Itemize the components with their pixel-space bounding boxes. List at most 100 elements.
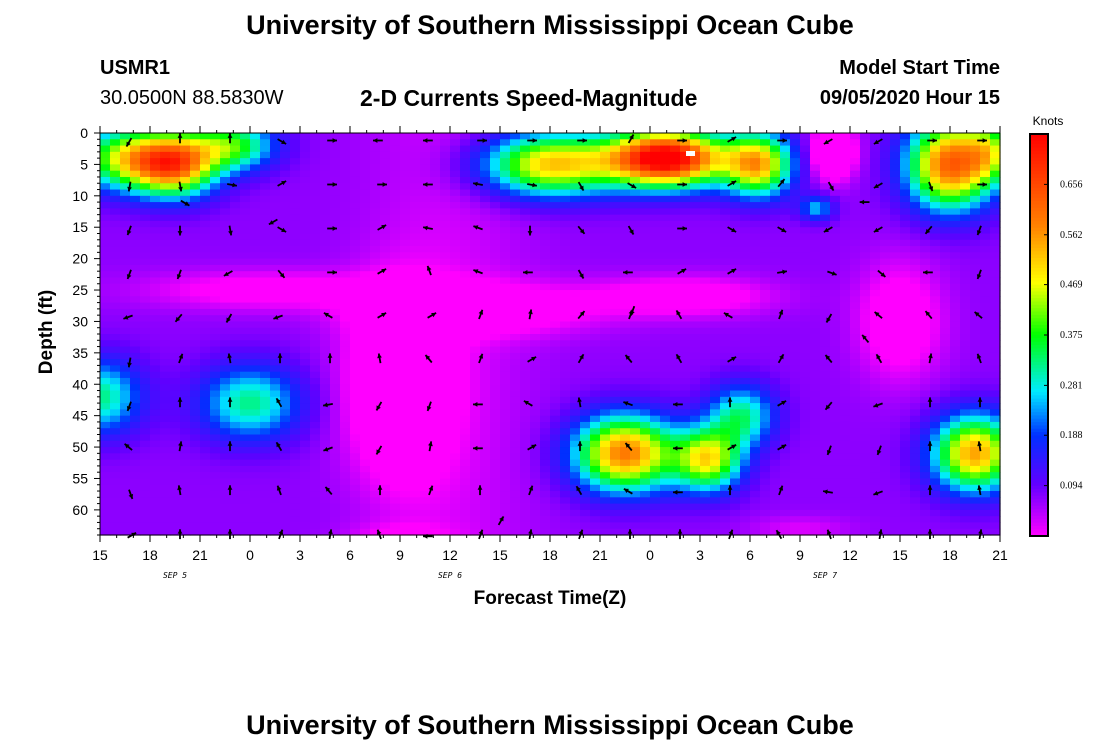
heatmap-cell [640,170,651,178]
heatmap-cell [530,189,541,197]
heatmap-cell [530,315,541,323]
heatmap-cell [600,290,611,297]
heatmap-cell [180,340,191,348]
heatmap-cell [170,227,181,235]
heatmap-cell [210,465,221,473]
heatmap-cell [580,491,591,498]
heatmap-cell [240,522,251,530]
heatmap-cell [340,283,351,291]
heatmap-cell [790,516,801,524]
heatmap-cell [680,133,691,140]
heatmap-cell [370,145,381,153]
heatmap-cell [190,258,201,266]
heatmap-cell [630,340,641,348]
heatmap-cell [870,428,881,436]
heatmap-cell [100,497,111,505]
heatmap-cell [220,503,231,511]
heatmap-cell [280,528,291,536]
heatmap-cell [400,202,411,209]
heatmap-cell [660,151,671,159]
heatmap-cell [340,258,351,266]
heatmap-cell [670,139,681,147]
heatmap-cell [300,277,311,285]
heatmap-cell [540,227,551,235]
heatmap-cell [130,145,141,153]
heatmap-cell [460,421,471,429]
heatmap-cell [740,459,751,467]
heatmap-cell [430,384,441,392]
heatmap-cell [270,239,281,247]
heatmap-cell [130,283,141,291]
heatmap-cell [610,484,621,492]
heatmap-cell [770,220,781,228]
heatmap-cell [200,133,211,140]
heatmap-cell [310,478,321,486]
heatmap-cell [370,409,381,417]
heatmap-cell [650,258,661,266]
heatmap-cell [350,290,361,297]
heatmap-cell [360,283,371,291]
heatmap-cell [730,302,741,310]
heatmap-cell [680,522,691,530]
heatmap-cell [220,371,231,379]
heatmap-cell [860,315,871,323]
heatmap-cell [600,246,611,253]
heatmap-cell [810,509,821,517]
heatmap-cell [670,478,681,486]
heatmap-cell [210,503,221,511]
heatmap-cell [170,365,181,373]
heatmap-cell [310,258,321,266]
heatmap-cell [600,296,611,304]
heatmap-cell [610,264,621,272]
heatmap-cell [740,334,751,341]
heatmap-cell [350,302,361,310]
heatmap-cell [390,227,401,235]
heatmap-cell [170,409,181,417]
heatmap-cell [380,421,391,429]
heatmap-cell [310,145,321,153]
heatmap-cell [640,176,651,184]
heatmap-cell [420,239,431,247]
heatmap-cell [630,465,641,473]
heatmap-cell [230,302,241,310]
heatmap-cell [100,283,111,291]
heatmap-cell [320,290,331,297]
heatmap-cell [690,283,701,291]
heatmap-cell [570,440,581,448]
heatmap-cell [170,189,181,197]
heatmap-cell [130,465,141,473]
heatmap-cell [780,176,791,184]
heatmap-cell [840,195,851,203]
heatmap-cell [480,327,491,335]
heatmap-cell [650,183,661,191]
heatmap-cell [850,189,861,197]
heatmap-cell [390,145,401,153]
heatmap-cell [600,195,611,203]
heatmap-cell [160,465,171,473]
heatmap-cell [210,497,221,505]
heatmap-cell [560,321,571,329]
heatmap-cell [500,151,511,159]
heatmap-cell [650,503,661,511]
heatmap-cell [750,484,761,492]
heatmap-cell [660,447,671,454]
heatmap-cell [660,133,671,140]
heatmap-cell [840,352,851,360]
heatmap-cell [220,465,231,473]
heatmap-cell [850,283,861,291]
heatmap-cell [550,308,561,316]
heatmap-cell [280,472,291,480]
heatmap-cell [760,214,771,222]
heatmap-cell [440,246,451,253]
heatmap-cell [550,396,561,404]
heatmap-cell [800,447,811,454]
heatmap-cell [520,522,531,530]
heatmap-cell [770,447,781,454]
heatmap-cell [570,296,581,304]
heatmap-cell [680,365,691,373]
heatmap-cell [230,145,241,153]
heatmap-cell [860,170,871,178]
heatmap-cell [840,170,851,178]
heatmap-cell [430,453,441,461]
heatmap-cell [850,459,861,467]
